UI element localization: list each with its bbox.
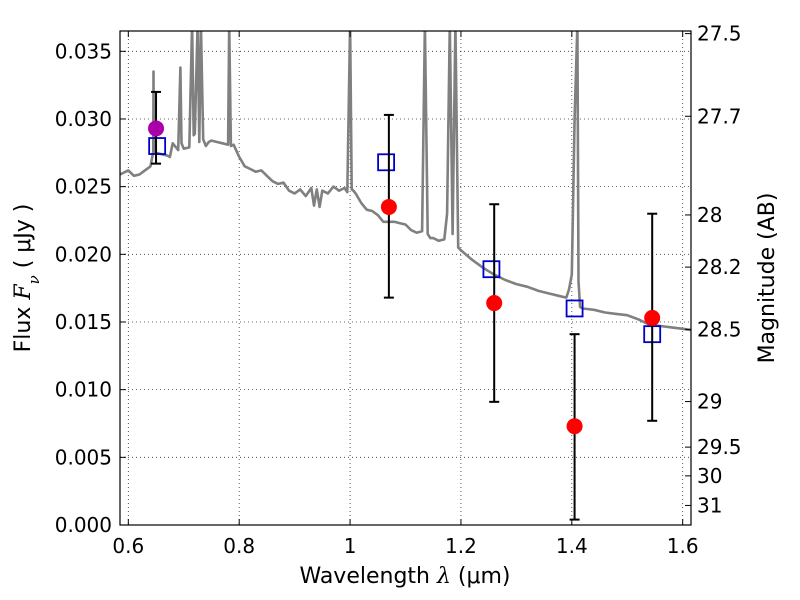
observed-flux-point	[380, 198, 397, 215]
x-axis-title: Wavelength λ (μm)	[299, 564, 510, 589]
y-axis-title-symbol: F	[11, 284, 36, 301]
y-tick-label: 0.005	[55, 445, 112, 469]
x-tick-label: 0.6	[112, 534, 144, 558]
y-axis-title: Flux Fν ( μJy )	[11, 204, 43, 353]
data-marks	[148, 90, 662, 521]
plot-background	[120, 31, 691, 525]
magnitude-axis: 27.5 27.7 28 28.2 28.5 29 29.5 30 31	[685, 22, 742, 517]
model-photometry-box	[148, 137, 167, 155]
magnitude-axis-title: Magnitude (AB)	[755, 193, 780, 364]
x-axis-title-prefix: Wavelength	[299, 564, 437, 589]
model-photometry-box	[482, 260, 501, 279]
x-axis-title-suffix: (μm)	[451, 564, 511, 589]
spectrum-layer	[120, 31, 691, 332]
y-tick-label: 0.000	[55, 513, 112, 537]
x-tick-label: 1.2	[445, 534, 477, 558]
y-axis-title-subscript: ν	[25, 275, 43, 284]
y-tick-label: 0.025	[55, 175, 112, 199]
x-axis-title-symbol: λ	[436, 564, 451, 589]
observed-flux-point	[644, 309, 661, 326]
x-tick-label: 0.8	[223, 534, 255, 558]
magnitude-tick-label: 28	[697, 203, 722, 227]
magnitude-tick-label: 27.7	[697, 104, 742, 128]
observed-flux-point	[148, 120, 165, 137]
x-axis: 0.6 0.8 1 1.2 1.4 1.6	[112, 31, 699, 558]
observed-flux-point	[566, 418, 583, 435]
y-tick-label: 0.015	[55, 310, 112, 334]
y-axis-title-prefix: Flux	[11, 300, 36, 353]
magnitude-tick-label: 28.2	[697, 255, 742, 279]
magnitude-tick-label: 28.5	[697, 317, 742, 341]
magnitude-tick-label: 29.5	[697, 435, 742, 459]
x-tick-label: 1.4	[556, 534, 588, 558]
x-tick-label: 1.6	[667, 534, 699, 558]
y-tick-label: 0.030	[55, 107, 112, 131]
observed-flux-point	[486, 295, 503, 312]
magnitude-tick-label: 30	[697, 464, 722, 488]
magnitude-tick-label: 29	[697, 390, 722, 414]
plot-frame	[119, 30, 692, 526]
model-photometry-box	[565, 299, 584, 318]
magnitude-tick-label: 31	[697, 493, 722, 517]
spectrum-line	[120, 31, 691, 332]
magnitude-tick-label: 27.5	[697, 22, 742, 46]
y-axis-title-suffix: ( μJy )	[11, 204, 36, 276]
y-axis: 0.000 0.005 0.010 0.015 0.020 0.025 0.030 0.035	[55, 39, 126, 537]
model-photometry-box	[377, 153, 395, 172]
y-tick-label: 0.035	[55, 39, 112, 63]
y-tick-label: 0.010	[55, 378, 112, 402]
x-tick-label: 1	[344, 534, 357, 558]
y-tick-label: 0.020	[55, 242, 112, 266]
